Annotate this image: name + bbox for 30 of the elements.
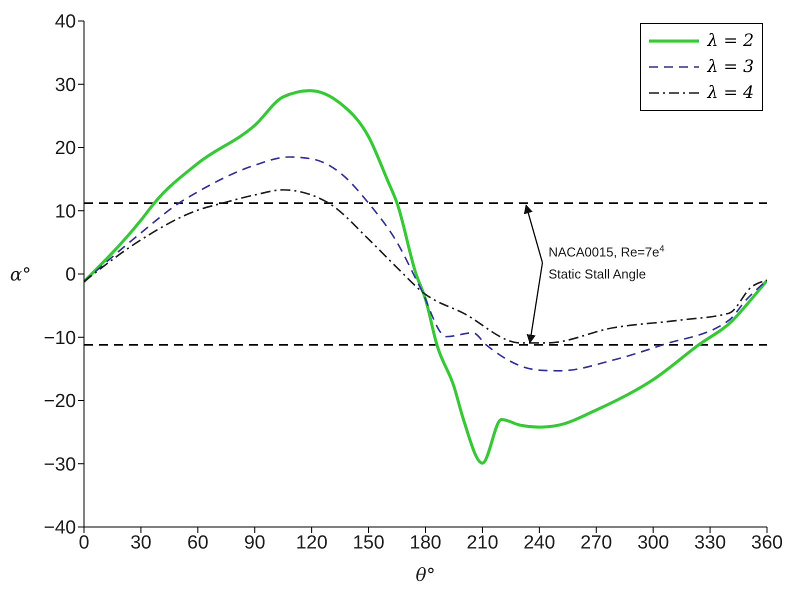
y-tick-label: 20 [54,138,76,160]
x-tick-label: 60 [187,532,208,554]
legend-label: λ = 3 [707,57,754,77]
x-tick-label: 360 [751,532,783,554]
y-tick-label: −20 [44,391,76,412]
y-axis-title: α° [10,264,32,286]
x-tick-label: 210 [466,532,498,554]
y-tick-label: 10 [54,201,76,222]
x-tick-label: 270 [580,532,612,554]
y-tick-label: 0 [65,264,76,286]
line-series [84,189,767,344]
legend-label: λ = 2 [707,31,754,51]
x-tick-label: 90 [244,532,266,554]
x-axis-title: θ° [416,565,436,586]
y-tick-label: 40 [54,12,76,33]
y-tick-label: −10 [44,328,76,349]
x-tick-label: 330 [694,532,726,554]
y-tick-label: −30 [44,454,76,476]
y-tick-label: 30 [54,74,76,96]
legend-label: λ = 4 [707,83,754,103]
x-tick-label: 180 [410,532,442,554]
x-tick-label: 30 [130,532,152,554]
annotation: Static Stall Angle [548,266,646,282]
x-tick-label: 0 [78,532,90,554]
x-tick-label: 120 [296,532,328,554]
x-tick-label: 240 [523,532,556,554]
annotation: NACA0015, Re=7e$^{4}$ [548,244,664,260]
x-tick-label: 150 [352,532,384,554]
x-tick-label: 300 [637,532,670,554]
y-tick-label: −40 [44,518,76,539]
